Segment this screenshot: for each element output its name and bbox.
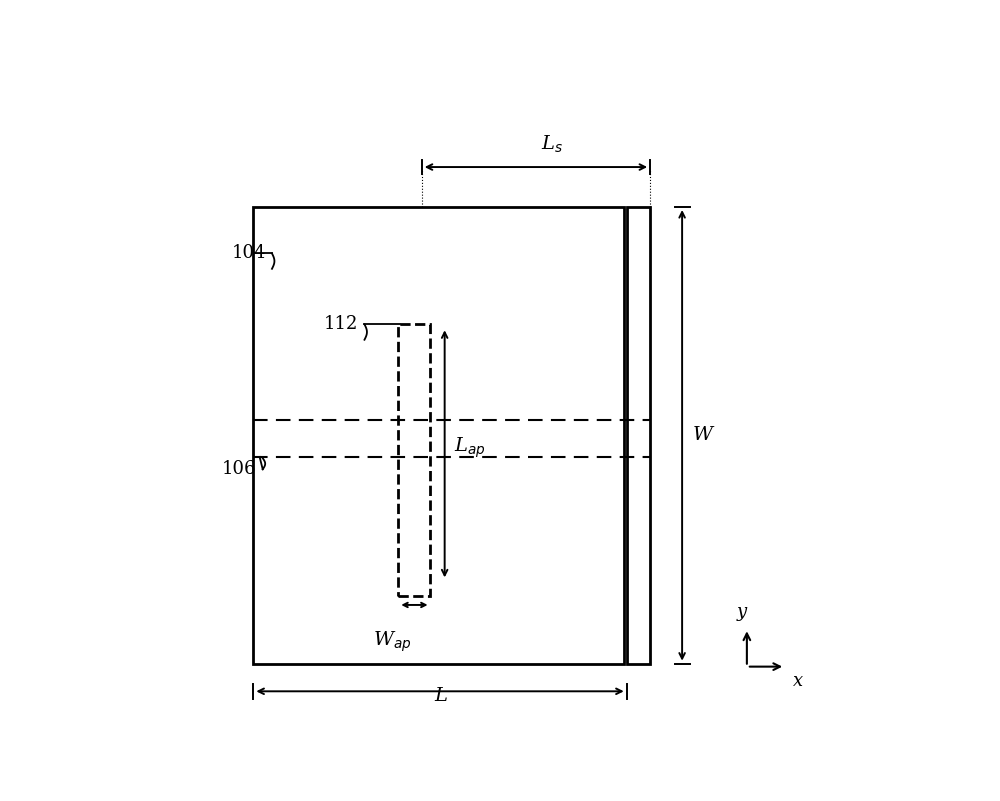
Text: x: x [793,671,803,690]
Text: W: W [693,426,713,445]
Text: W$_{ap}$: W$_{ap}$ [373,630,412,654]
Text: L$_s$: L$_s$ [541,134,564,155]
Bar [398,324,430,596]
Text: L: L [434,687,447,706]
Bar [627,207,650,663]
Text: 106: 106 [222,461,257,478]
Text: L$_{ap}$: L$_{ap}$ [454,436,486,460]
Bar [253,207,624,663]
Text: y: y [737,603,747,621]
Text: 104: 104 [231,244,266,263]
Text: 112: 112 [324,316,358,333]
